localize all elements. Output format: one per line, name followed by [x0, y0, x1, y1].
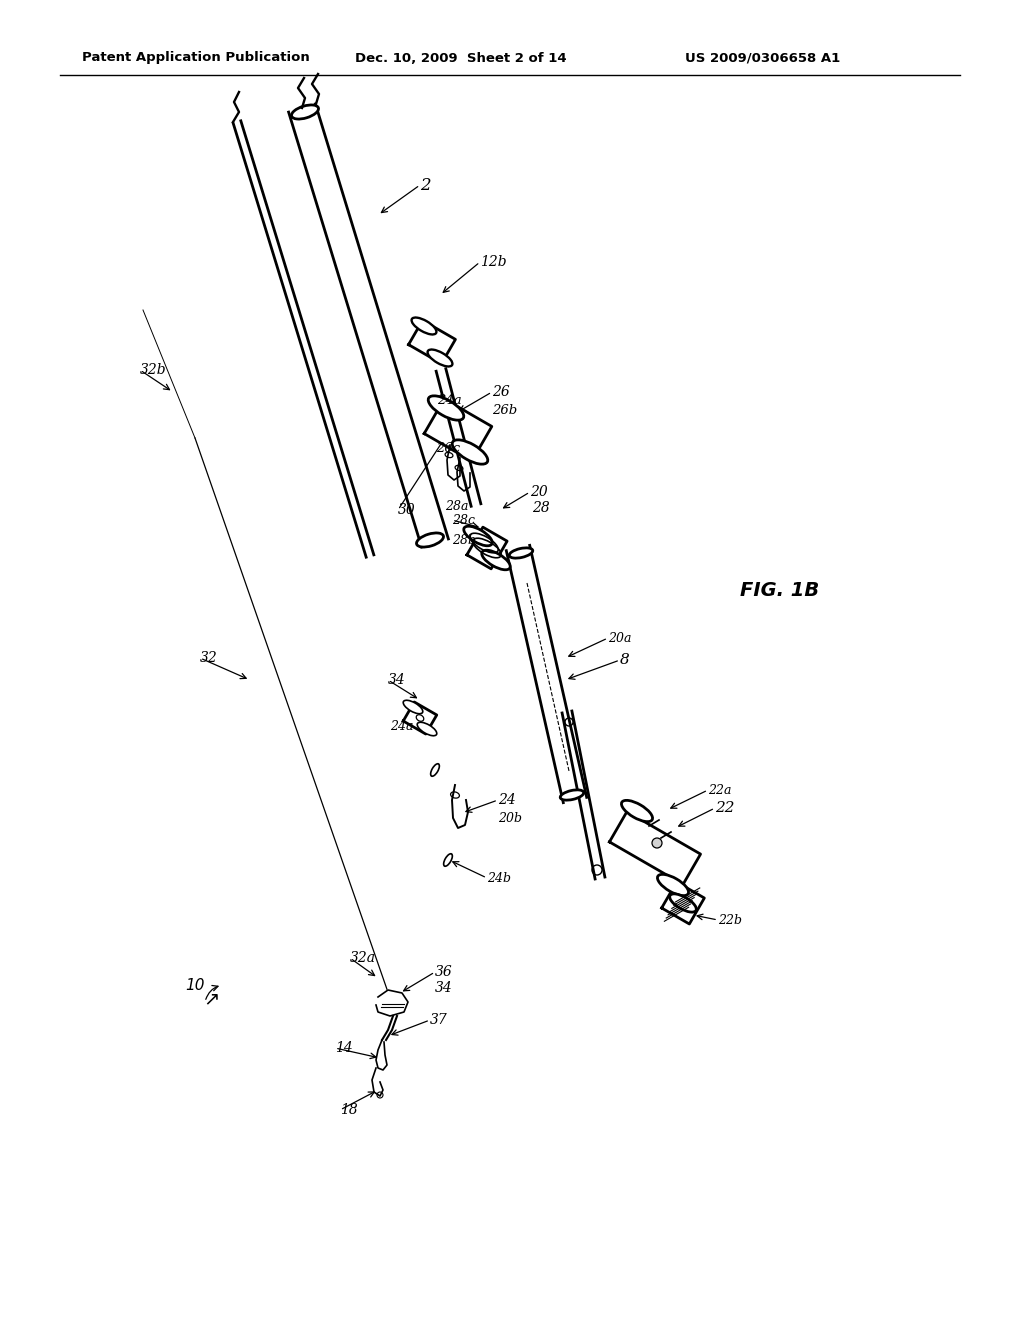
Polygon shape — [376, 990, 408, 1016]
Ellipse shape — [417, 722, 437, 735]
Ellipse shape — [428, 396, 464, 420]
Text: 36: 36 — [435, 965, 453, 979]
Text: 32a: 32a — [350, 950, 376, 965]
Polygon shape — [562, 711, 605, 879]
Polygon shape — [662, 882, 705, 924]
Text: $\nearrow$: $\nearrow$ — [200, 990, 219, 1008]
Ellipse shape — [403, 700, 423, 714]
Polygon shape — [409, 321, 456, 363]
Ellipse shape — [292, 106, 318, 119]
Ellipse shape — [560, 789, 584, 800]
Text: 32b: 32b — [140, 363, 167, 378]
Ellipse shape — [464, 527, 493, 545]
Text: 20a: 20a — [608, 631, 632, 644]
Polygon shape — [609, 812, 700, 884]
Polygon shape — [403, 702, 437, 734]
Text: 32: 32 — [200, 651, 218, 665]
Ellipse shape — [657, 874, 688, 896]
Ellipse shape — [412, 318, 436, 334]
Text: 22b: 22b — [718, 913, 742, 927]
Text: 34: 34 — [388, 673, 406, 686]
Polygon shape — [424, 399, 492, 461]
Polygon shape — [467, 527, 507, 569]
Text: 24a: 24a — [437, 393, 462, 407]
Ellipse shape — [417, 533, 443, 546]
Text: Patent Application Publication: Patent Application Publication — [82, 51, 309, 65]
Polygon shape — [233, 121, 374, 557]
Circle shape — [652, 838, 662, 847]
Text: 26: 26 — [492, 385, 510, 399]
Text: 24: 24 — [498, 793, 516, 807]
Polygon shape — [506, 545, 587, 803]
Ellipse shape — [443, 854, 453, 866]
Text: 28a: 28a — [445, 499, 469, 512]
Text: 20b: 20b — [498, 812, 522, 825]
Polygon shape — [289, 104, 449, 546]
Ellipse shape — [453, 440, 487, 465]
Text: 28b: 28b — [452, 533, 476, 546]
Text: 26b: 26b — [492, 404, 517, 417]
Text: 22a: 22a — [708, 784, 731, 796]
Text: 28: 28 — [532, 502, 550, 515]
Text: 34: 34 — [435, 981, 453, 995]
Ellipse shape — [670, 894, 696, 912]
Text: 2: 2 — [420, 177, 431, 194]
Text: 10: 10 — [185, 978, 205, 993]
Text: 37: 37 — [430, 1012, 447, 1027]
Text: 18: 18 — [340, 1104, 357, 1117]
Text: 24b: 24b — [487, 871, 511, 884]
Text: 26c: 26c — [436, 441, 460, 454]
Text: 12b: 12b — [480, 255, 507, 269]
Text: FIG. 1B: FIG. 1B — [740, 581, 819, 599]
Text: US 2009/0306658 A1: US 2009/0306658 A1 — [685, 51, 841, 65]
Polygon shape — [436, 368, 481, 507]
Text: 20: 20 — [530, 484, 548, 499]
Ellipse shape — [509, 548, 532, 558]
Text: 22: 22 — [715, 801, 734, 814]
Text: 30: 30 — [398, 503, 416, 517]
Ellipse shape — [622, 800, 652, 821]
Ellipse shape — [481, 550, 510, 570]
Text: Dec. 10, 2009  Sheet 2 of 14: Dec. 10, 2009 Sheet 2 of 14 — [355, 51, 566, 65]
Text: 14: 14 — [335, 1041, 352, 1055]
Text: 28c: 28c — [452, 513, 475, 527]
Ellipse shape — [428, 350, 453, 367]
Text: 24a: 24a — [390, 719, 414, 733]
Text: 8: 8 — [620, 653, 630, 667]
Ellipse shape — [431, 764, 439, 776]
